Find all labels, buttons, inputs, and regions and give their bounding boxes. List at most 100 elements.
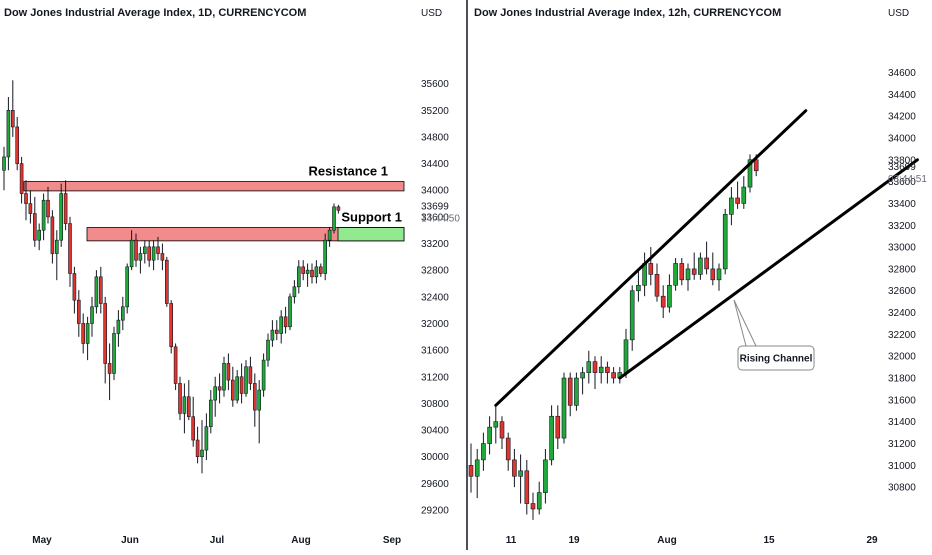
candle-body-up <box>204 426 209 451</box>
candle <box>169 300 173 354</box>
candle <box>156 236 160 261</box>
candle-body-up <box>729 197 734 215</box>
candle-body-up <box>54 239 59 254</box>
x-tick-label: 29 <box>866 535 878 546</box>
candle-body-down <box>50 216 55 254</box>
candle <box>160 243 165 271</box>
candle-body-down <box>691 268 697 275</box>
unit-label-12h: USD <box>888 8 909 19</box>
candle-body-up <box>561 377 567 439</box>
candle-body-down <box>310 269 314 278</box>
y-tick-label: 32800 <box>888 264 916 275</box>
candle-body-down <box>178 383 182 414</box>
candle <box>332 203 336 234</box>
candle-body-down <box>134 239 138 261</box>
candle <box>679 257 685 286</box>
callout-box[interactable] <box>737 345 815 371</box>
candle <box>222 356 226 397</box>
candle <box>691 252 697 280</box>
last-price-label: 33699 <box>421 201 449 212</box>
candle-body-up <box>722 214 728 270</box>
candle-body-down <box>248 366 253 384</box>
candle-body-down <box>46 199 50 218</box>
candle <box>305 263 310 287</box>
candle <box>54 230 59 281</box>
candle-body-down <box>68 223 72 274</box>
candle-body-up <box>549 415 554 461</box>
candle-body-up <box>90 306 94 324</box>
candle <box>231 366 235 407</box>
y-axis-12h[interactable]: 34600 34400 34200 34000 33800 33600 33400 33200… <box>888 68 916 494</box>
y-tick-label: 31400 <box>888 417 916 428</box>
candle <box>173 343 178 391</box>
y-axis-daily[interactable]: 35600 35200 34800 34400 34000 33600 33200 32800… <box>421 79 449 516</box>
candle <box>239 363 244 404</box>
candle <box>2 146 6 191</box>
panel-12h: Dow Jones Industrial Average Index, 12h,… <box>468 0 927 546</box>
candle <box>667 274 672 313</box>
x-tick-label: Sep <box>383 535 401 546</box>
candle-body-down <box>15 126 19 164</box>
candle-body-down <box>274 329 279 334</box>
candle <box>266 333 270 367</box>
candle <box>574 372 579 411</box>
candle-body-up <box>129 239 134 268</box>
candle-body-up <box>37 229 42 241</box>
candle <box>187 380 191 421</box>
y-tick-label: 34400 <box>888 90 916 101</box>
candle-body-up <box>222 363 226 391</box>
candle-body-up <box>288 296 292 328</box>
candle <box>487 416 492 455</box>
candle-body-down <box>72 273 77 301</box>
candle <box>200 420 204 474</box>
candle-body-down <box>512 459 517 477</box>
candle-body-down <box>24 193 28 204</box>
candle-body-up <box>332 206 336 231</box>
y-tick-label: 30800 <box>888 483 916 494</box>
candle <box>125 263 129 314</box>
y-tick-label: 32600 <box>888 286 916 297</box>
candle <box>549 405 554 466</box>
candle <box>248 356 253 391</box>
candle <box>524 459 530 515</box>
candle <box>629 285 635 351</box>
candle-body-up <box>518 470 523 477</box>
candle-body-up <box>151 246 156 261</box>
x-axis-12h[interactable]: 11 19 Aug 15 29 <box>506 535 878 546</box>
candle-body-down <box>660 295 666 308</box>
y-tick-label: 32000 <box>421 319 449 330</box>
plot-area-daily[interactable] <box>0 0 410 530</box>
candle-body-down <box>187 396 191 418</box>
candle <box>195 426 200 464</box>
candle <box>741 176 747 209</box>
candle <box>217 373 222 404</box>
chart-title-daily: Dow Jones Industrial Average Index, 1D, … <box>4 7 306 19</box>
channel-upper-line[interactable] <box>494 109 808 407</box>
candle <box>310 263 314 284</box>
candle <box>722 208 728 275</box>
candle <box>46 186 50 224</box>
candle <box>648 247 654 286</box>
candle-body-up <box>574 377 579 406</box>
candle <box>314 260 319 284</box>
candle-body-up <box>257 389 262 411</box>
channel-lower-line[interactable] <box>618 158 919 380</box>
candle-body-down <box>226 363 231 381</box>
resistance-1-zone[interactable] <box>23 181 405 192</box>
candle-body-down <box>81 323 85 344</box>
plot-area-12h[interactable] <box>468 0 878 530</box>
candle <box>296 260 301 294</box>
candle-body-down <box>19 163 24 194</box>
x-axis-daily[interactable]: May Jun Jul Aug Sep <box>32 535 401 546</box>
candle-body-up <box>244 366 248 394</box>
candle <box>698 252 703 280</box>
candle <box>327 226 332 247</box>
candle <box>121 296 125 331</box>
candle-body-up <box>200 449 204 458</box>
candle-body-down <box>336 206 341 211</box>
candle <box>138 246 143 274</box>
candle-body-up <box>125 266 129 308</box>
candle <box>605 361 610 384</box>
